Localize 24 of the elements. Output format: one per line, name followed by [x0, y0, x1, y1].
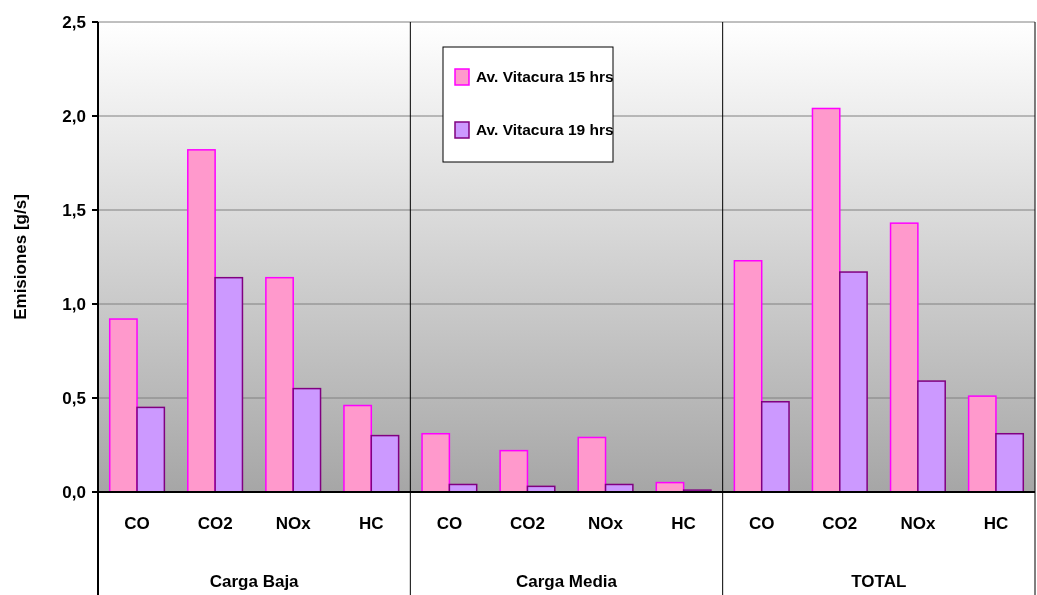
text: TOTAL — [851, 572, 907, 591]
x-tick-label: NOx — [900, 514, 936, 533]
x-tick-label: CO2 — [822, 514, 858, 533]
x-tick-label: CO2 — [509, 514, 545, 533]
x-tick-label: HC — [671, 514, 696, 533]
x-tick-label: CO — [748, 514, 775, 533]
y-tick-label: 2,0 — [62, 106, 86, 126]
y-tick-label: 1,5 — [62, 200, 86, 220]
legend-label: Av. Vitacura 15 hrs — [476, 68, 614, 86]
y-tick-label: 0,0 — [62, 482, 86, 502]
text: Carga Media — [515, 572, 618, 591]
y-tick-label: 0,5 — [62, 388, 86, 408]
x-tick-label: HC — [983, 514, 1009, 533]
x-tick-label: NOx — [588, 514, 624, 533]
legend-label: Av. Vitacura 19 hrs — [476, 121, 614, 139]
x-tick-label: CO2 — [197, 514, 233, 533]
x-tick-label: HC — [359, 514, 384, 533]
y-axis-title: Emisiones [g/s] — [11, 194, 30, 320]
y-tick-label: 2,5 — [62, 12, 86, 32]
x-tick-label: NOx — [275, 514, 312, 533]
x-tick-label: CO — [436, 514, 463, 533]
y-tick-label: 1,0 — [62, 294, 86, 314]
x-tick-label: CO — [124, 514, 150, 533]
text: Carga Baja — [209, 572, 300, 591]
